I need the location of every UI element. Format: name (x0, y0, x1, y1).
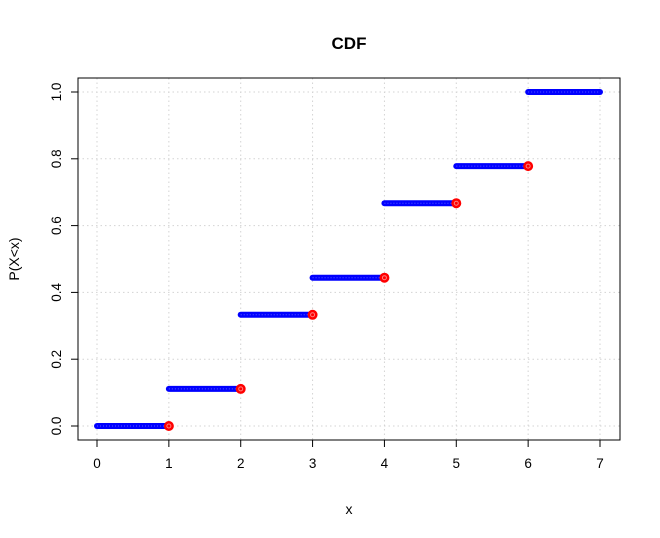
x-tick-label: 1 (165, 456, 173, 471)
endpoint-marker-inner (310, 312, 316, 318)
plot-frame (77, 77, 621, 441)
grid (78, 78, 620, 440)
open-endpoints (163, 161, 534, 431)
x-tick-label: 3 (309, 456, 317, 471)
y-tick-label: 0.6 (49, 216, 64, 235)
y-tick-label: 0.4 (49, 283, 64, 302)
endpoint-marker-inner (525, 163, 531, 169)
x-tick-label: 2 (237, 456, 245, 471)
x-axis-label: x (346, 501, 353, 517)
endpoint-marker (379, 272, 390, 283)
endpoint-marker-inner (238, 386, 244, 392)
step-segments (94, 89, 603, 429)
x-tick-label: 5 (453, 456, 461, 471)
chart-title: CDF (332, 34, 367, 53)
x-axis: 0 1 2 3 4 5 6 7 (93, 440, 604, 471)
endpoint-marker-inner (166, 423, 172, 429)
x-tick-label: 4 (381, 456, 389, 471)
endpoint-marker (307, 309, 318, 320)
y-tick-label: 0.8 (49, 149, 64, 168)
y-axis: 0.0 0.2 0.4 0.6 0.8 1.0 (49, 83, 78, 436)
endpoint-marker (451, 198, 462, 209)
endpoint-marker (235, 383, 246, 394)
y-axis-label: P(X<x) (6, 237, 22, 280)
x-tick-label: 6 (524, 456, 532, 471)
x-tick-label: 0 (93, 456, 101, 471)
endpoint-marker-inner (453, 200, 459, 206)
y-tick-label: 0.0 (49, 417, 64, 436)
y-tick-label: 0.2 (49, 350, 64, 369)
x-tick-label: 7 (596, 456, 604, 471)
endpoint-marker-inner (381, 275, 387, 281)
endpoint-marker (163, 421, 174, 431)
endpoint-marker (523, 161, 534, 172)
y-tick-label: 1.0 (49, 83, 64, 102)
